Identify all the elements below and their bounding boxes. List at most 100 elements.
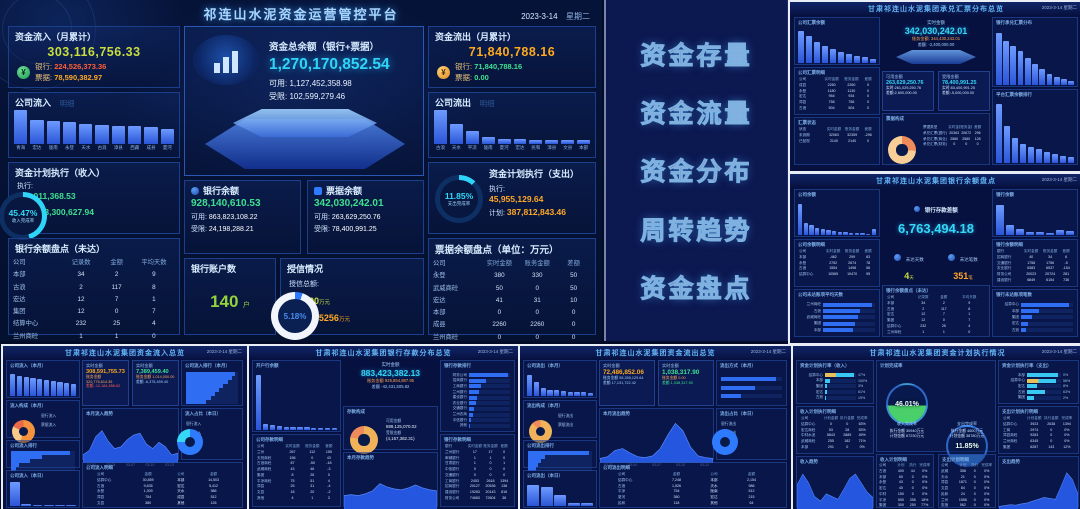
hbar-row xyxy=(721,376,782,381)
table-row: 兰州 1556 0 0% xyxy=(941,497,990,502)
bar xyxy=(996,205,1005,235)
hbar-row: 财务公司 xyxy=(445,373,510,378)
table-row: 文县 84 0 0% xyxy=(941,486,990,490)
bar xyxy=(1065,230,1074,235)
table-header-row: 公司 计划 执行 完成率 xyxy=(941,463,993,467)
bar xyxy=(832,230,837,235)
bar xyxy=(283,426,289,430)
bar-label: 宏达 xyxy=(515,145,525,150)
hbar-row: 宏达 xyxy=(997,321,1073,326)
legend-item: 银行流入 xyxy=(41,414,57,418)
panel-title: 票据余额盘点（单位：万元） xyxy=(435,245,559,256)
axis-tick-label: 03-01 xyxy=(604,463,613,467)
panel-bank-balance-chart: 银行余额 xyxy=(992,189,1078,237)
table-row: 武威商砼 43 46 -3 xyxy=(257,467,331,471)
table-row: 漳县 756 756 0 xyxy=(799,100,870,104)
plan-row: 计划: 387,812,843.46 xyxy=(489,207,591,218)
mini-title: 甘肃祁连山水泥集团资金流出总览 xyxy=(595,350,716,357)
panel-outflow: 资金流出（月累计） 71,840,788.16 ¥ 银行: 71,840,788… xyxy=(428,26,596,88)
table-row: 承兑汇票(财务) 0 0 0 xyxy=(923,142,979,147)
table-row: 宏达商砼 53 28 53% xyxy=(801,427,866,432)
bar xyxy=(276,425,282,430)
bar xyxy=(1043,151,1051,163)
hbar-row xyxy=(528,463,592,467)
table-row: 承兑汇票(银行) 20363 20672 296 xyxy=(923,130,981,135)
table-row: 古浪商砼 87 -50 -18 xyxy=(257,461,332,466)
mini-title: 甘肃祁连山水泥集团银行存款分布总览 xyxy=(315,350,452,357)
bar xyxy=(854,232,859,235)
mini-date: 2023-3-14 星期二 xyxy=(1041,177,1077,182)
hbar-row: 兰州银行 xyxy=(445,390,510,395)
avail-row: 可用: 1,127,452,358.98 xyxy=(269,78,419,89)
bar-label: 青海 xyxy=(16,145,26,150)
bank-check-table: 公司 记录数 金额 平均天数 本部 34 2 9 古浪 2 117 8 宏达 12 7 1 集团 12 0 7 结算中心… xyxy=(9,256,179,344)
gauge-center: 11.85% 支出完成率 xyxy=(440,180,478,218)
bar xyxy=(64,382,70,396)
bank-value: 224,526,373.36 xyxy=(54,62,107,71)
panel-gauges: 计划完成率 46.01% 收入完成率 执行金额 30940万元 计划金额 672… xyxy=(876,360,996,467)
bar xyxy=(815,227,820,235)
table-row: 未到期 32063 32359 -296 xyxy=(799,132,872,137)
axis-tick-label: 03-01 xyxy=(87,463,96,467)
hbar-row xyxy=(11,455,75,459)
panel-undelivered-table: 银行余额盘点（未达） 公司 记录数 金额 平均天数 本部 34 2 9 古浪 2 117 8 宏达 12 7… xyxy=(882,285,990,337)
bar-label: 文县 xyxy=(563,145,573,150)
bar xyxy=(10,374,16,396)
card-bank-balance: 银行余额 928,140,610.53 可用: 863,823,108.22 受… xyxy=(184,180,301,254)
clock-icon xyxy=(894,254,902,261)
menu-item-fund-flow[interactable]: 资金流量 xyxy=(640,100,753,129)
bar xyxy=(290,426,296,430)
panel-outflow-detail-table: 公司流出明细 公司 金额 公司 金额 结算中心 7,248 本部 2,154 古浪 1,526 天水… xyxy=(599,462,787,508)
hbar-row: 本部 100% xyxy=(815,378,868,383)
bar xyxy=(128,126,142,144)
detail-link[interactable]: 明细 xyxy=(479,99,495,108)
table-row: 本部 -462 299 83 xyxy=(799,254,871,259)
table-row: 其他 4 1 3 xyxy=(257,495,330,500)
table-header-row: 公司 计划 执行 完成率 xyxy=(879,463,931,467)
menu-item-fund-inventory[interactable]: 资金盘点 xyxy=(640,274,753,303)
table-header-row: 公司 实时金额 账务金额 差额 xyxy=(257,444,333,448)
detail-link[interactable]: 明细 xyxy=(59,99,75,108)
panel-title: 资金计划执行（支出） xyxy=(489,169,580,179)
total-balance-block: 资金总余额（银行+票据） 1,270,170,852.54 可用: 1,127,… xyxy=(269,39,419,102)
hbar-row: 武威商砼 xyxy=(799,315,875,320)
bar xyxy=(1017,51,1024,85)
gauge-label: 收入完成率 xyxy=(11,218,35,223)
bar xyxy=(996,104,1003,163)
axis-tick-label: 03-04 xyxy=(628,463,637,467)
mini-dashboard-bank-check: 甘肃祁连山水泥集团银行余额盘点 2023-3-14 星期二 公司余额 公司余额明… xyxy=(788,172,1080,345)
bar xyxy=(1035,149,1043,163)
hbar-row: 农业银行 xyxy=(445,401,510,406)
table-row: 武威 358 0 0% xyxy=(941,468,990,473)
menu-item-turnover-trend[interactable]: 周转趋势 xyxy=(640,216,753,245)
exec-label: 执行: xyxy=(489,186,505,193)
table-row: 永登 2752 2674 78 xyxy=(799,260,871,265)
hbars-chart: 兰州商砼 古浪 武威商砼 集团 本部 xyxy=(795,299,879,336)
plan-value: 673,300,627.94 xyxy=(34,207,94,217)
menu-item-fund-stock[interactable]: 资金存量 xyxy=(640,42,753,71)
panel-inflow-trend: 本月流入趋势 03-01 03-04 03-07 03-10 03-13 xyxy=(82,408,179,467)
bar xyxy=(1046,73,1053,85)
hbar-row xyxy=(11,463,75,467)
bar-label: 陇南 xyxy=(48,145,58,150)
table-row: 财务公司 20023 20724 281 xyxy=(997,272,1070,276)
hbar-row xyxy=(528,451,592,455)
hbar-row xyxy=(186,388,238,392)
bar xyxy=(30,119,44,144)
mini-date: 2023-3-14 星期二 xyxy=(1041,5,1077,10)
panel-total-balance: 资金总余额（银行+票据） 1,270,170,852.54 可用: 1,127,… xyxy=(184,26,424,176)
panel-title: 资金计划执行（收入） xyxy=(15,168,106,178)
avail-label: 可用: xyxy=(269,79,288,88)
hbars-chart: 结算中心 本部 集团 宏达 古浪 xyxy=(993,299,1077,336)
credit-used: 25256 xyxy=(313,313,339,323)
hbar-row: 建设银行 xyxy=(445,395,510,400)
bar xyxy=(50,380,56,396)
bill-value: 0.00 xyxy=(474,73,489,82)
card-restricted: 受限金额 78,400,991.25 实时:83,400,991.25 差额:-… xyxy=(938,71,990,111)
panel-company-deposit-table: 公司存款明细 公司 实时金额 账务金额 差额 兰州 267 112 155 天祝商砼 156 0 43… xyxy=(252,434,341,507)
table-row: 兰州银行 17 17 0 xyxy=(445,449,506,454)
menu-item-fund-distribution[interactable]: 资金分布 xyxy=(640,158,753,187)
gauge-pct: 11.85% xyxy=(444,191,474,201)
